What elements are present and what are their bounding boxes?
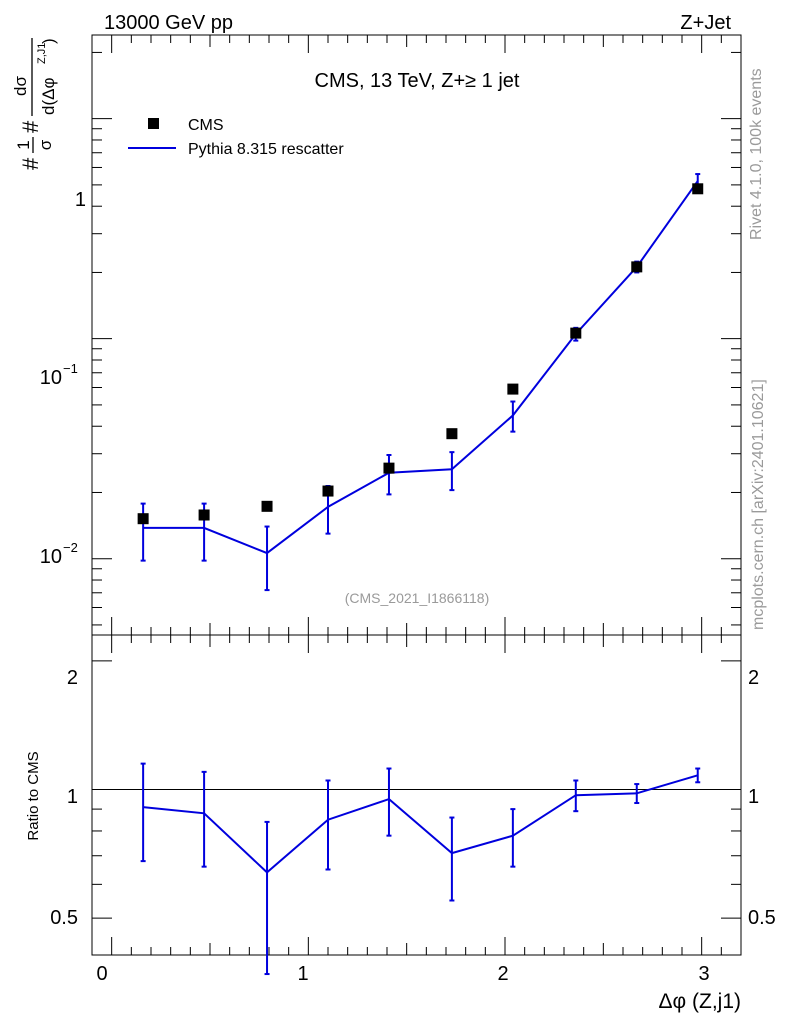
x-axis-title: Δφ (Z,j1) [659,990,741,1013]
y-title-frac1-den: σ [36,139,55,150]
cms-data-point [446,428,458,440]
y-tick-label-exponent: −2 [63,540,78,555]
cms-data-point [261,500,273,512]
y-title-frac1-num: 1 [14,140,33,149]
x-axis-ticks [111,635,742,955]
ratio-y-tick-label-right-0.5: 0.5 [748,907,776,929]
main-y-tick-labels: 1 10 −1 10 −2 [40,189,86,568]
ratio-y-tick-label-0.5: 0.5 [50,907,78,929]
legend-label-cms: CMS [188,117,224,134]
y-title-frac2-close: ) [39,38,58,44]
y-tick-label-0.01: 10 −2 [40,540,78,568]
legend-label-pythia: Pythia 8.315 rescatter [188,141,344,158]
x-tick-labels: 0 1 2 3 [96,963,709,985]
x-tick-label-2: 2 [497,963,508,985]
cms-data-point [198,509,210,521]
ratio-plot-marks [92,762,741,976]
y-tick-label-base: 10 [40,546,62,568]
ratio-series-line [142,774,698,874]
analysis-watermark: (CMS_2021_I1866118) [345,590,490,606]
mcplots-label: mcplots.cern.ch [arXiv:2401.10621] [750,379,767,630]
main-plot-marks [137,173,704,592]
y-title-frac2-sup: Z,J1 [36,43,48,64]
cms-data-point [137,513,149,525]
y-title-hash-2: # [18,120,43,133]
main-axis-ticks [92,35,742,635]
cms-data-point [692,183,704,195]
main-title: CMS, 13 TeV, Z+≥ 1 jet [315,70,520,92]
header-left-label: 13000 GeV pp [104,12,233,34]
cms-data-point [631,261,643,273]
ratio-y-tick-label-1: 1 [67,786,78,808]
y-tick-label-base: 10 [40,367,62,389]
y-tick-label-1: 1 [75,189,86,211]
x-tick-label-1: 1 [297,963,308,985]
cms-data-point [570,327,582,339]
pythia-series-line [143,180,699,555]
cms-data-point [383,462,395,474]
legend-marker-cms [148,118,159,129]
x-tick-label-3: 3 [698,963,709,985]
ratio-y-tick-label-2: 2 [67,667,78,689]
ratio-y-tick-label-right-1: 1 [748,786,759,808]
rivet-label: Rivet 4.1.0, 100k events [748,68,765,240]
legend: CMS Pythia 8.315 rescatter [128,117,344,158]
ratio-y-tick-label-right-2: 2 [748,667,759,689]
y-title-frac2-num: dσ [11,76,30,96]
ratio-y-axis-title: Ratio to CMS [25,751,42,840]
y-title-frac2-den: d(Δφ [39,78,58,116]
header-right-label: Z+Jet [680,12,731,34]
x-tick-label-0: 0 [96,963,107,985]
main-y-axis-title: # 1 σ # dσ d(Δφ Z,J1 ) [11,38,58,170]
y-title-hash: # [18,157,43,170]
cms-data-point [322,485,334,497]
ratio-panel-frame [91,634,742,956]
y-tick-label-0.1: 10 −1 [40,361,78,389]
ratio-y-tick-labels: 2 1 0.5 2 1 0.5 [50,667,776,929]
y-tick-label-exponent: −1 [63,361,78,376]
cms-data-point [507,383,519,395]
